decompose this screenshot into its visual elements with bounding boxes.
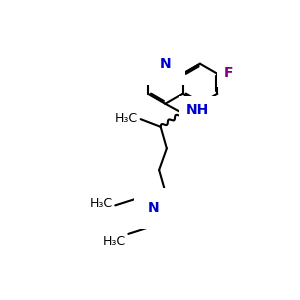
Text: H₃C: H₃C [90, 196, 113, 210]
Text: H₃C: H₃C [115, 112, 138, 125]
Text: F: F [224, 66, 234, 80]
Text: H₃C: H₃C [103, 236, 126, 248]
Text: NH: NH [186, 103, 209, 117]
Text: N: N [148, 202, 160, 215]
Text: N: N [160, 57, 171, 71]
